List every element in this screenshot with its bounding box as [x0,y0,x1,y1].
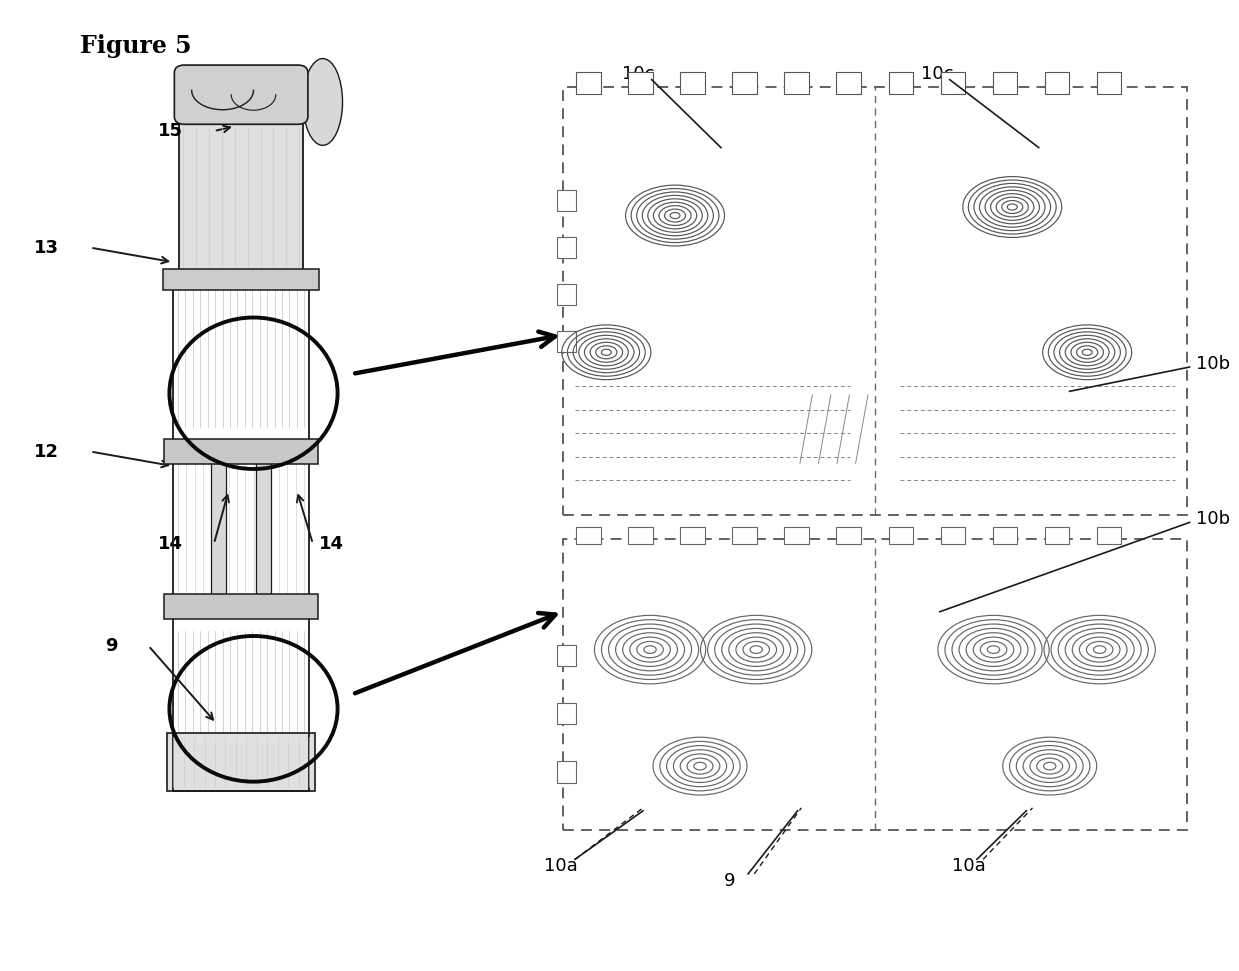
Bar [256,442,271,612]
Text: 14: 14 [159,535,183,552]
Bar [558,190,576,212]
Text: 10a: 10a [952,857,986,875]
Bar [992,526,1017,544]
Bar [558,645,576,666]
Bar [558,761,576,783]
Text: 10b: 10b [1196,355,1230,373]
Bar [558,284,576,305]
Text: 10c: 10c [622,65,654,83]
Bar [173,277,310,791]
Text: 15: 15 [159,122,183,140]
Bar [1097,526,1121,544]
Text: 13: 13 [35,239,59,256]
Bar [680,73,705,94]
Bar [165,594,317,619]
Bar [628,526,653,544]
Bar [732,73,757,94]
Bar [164,269,318,290]
Text: 10a: 10a [544,857,577,875]
Bar [563,539,1187,830]
Bar [784,73,809,94]
Text: 9: 9 [724,872,735,889]
Bar [167,733,315,791]
Text: 9: 9 [105,637,118,654]
Bar [680,526,705,544]
Bar [628,73,653,94]
FancyBboxPatch shape [175,65,309,124]
Text: 12: 12 [35,443,59,460]
Bar [836,73,861,94]
Bar [576,73,601,94]
Bar [940,526,965,544]
Bar [1044,526,1069,544]
Bar [165,439,317,464]
Bar [558,703,576,724]
Bar [888,73,913,94]
Bar [1097,73,1121,94]
Bar [180,117,304,277]
Bar [558,331,576,352]
Text: Figure 5: Figure 5 [81,34,192,58]
Bar [212,442,227,612]
Bar [732,526,757,544]
Bar [576,526,601,544]
Text: 10c: 10c [922,65,954,83]
Bar [940,73,965,94]
Bar [784,526,809,544]
Ellipse shape [304,58,342,146]
Text: 10b: 10b [1196,511,1230,528]
Text: 14: 14 [318,535,344,552]
Bar [836,526,861,544]
Bar [558,237,576,258]
Bar [888,526,913,544]
Bar [992,73,1017,94]
Bar [1044,73,1069,94]
Bar [563,87,1187,515]
